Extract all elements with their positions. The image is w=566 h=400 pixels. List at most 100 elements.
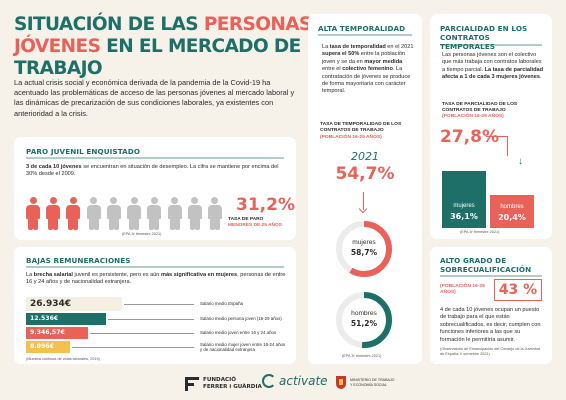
men-value: 20,4% [498,213,526,222]
temp-desc-b: tasa de temporalidad [329,44,386,50]
parc-description: Las personas jóvenes son el colectivo qu… [442,52,546,82]
women-ring-arc [336,221,392,277]
remu-source: (Muestra continua de vidas laborales, 20… [26,357,100,361]
ferrer-guardia-logo: FUNDACIÓ FERRER i GUÀRDIA [185,377,262,391]
title-part2: en el mercado de trabajo [14,36,301,79]
sobrecualificacion-card: Alto grado de sobrecualificación (POBLAC… [430,247,552,364]
women-bar: mujeres 36,1% [442,171,486,228]
leader-line [90,333,194,334]
temp-desc-g: entre el [322,66,343,73]
title-accent: personas jóvenes [14,14,312,57]
sobre-value: 43 % [494,279,542,301]
paro-source: (EPA 3r trimestre 2021) [122,232,162,236]
men-bar: hombres 20,4% [490,195,534,228]
person-icon [26,197,40,231]
paro-desc-rest: se encuentran en situación de desempleo.… [26,164,279,178]
sobre-source: (Observatorio de Emancipación del Consej… [440,347,541,356]
men-label: hombres [351,310,377,317]
remu-heading: Bajas remuneraciones [26,256,131,265]
temp-desc-d: supera el 50% [322,51,360,58]
divider [318,34,412,36]
parc-source: (EPA 3r trimestre 2021) [460,230,500,234]
parc-heading: Parcialidad en los contratos temporales [440,24,528,51]
activate-logo: activate [262,374,328,388]
paro-description: 3 de cada 10 jóvenes se encuentran en si… [26,164,284,179]
temp-desc-e: entre la población joven y se da en [322,51,406,65]
salary-bar-women-foreign: 8.096€ [26,341,70,353]
spain-shield-icon [336,376,346,389]
paro-desc-bold: 3 de cada 10 jóvenes [26,164,82,170]
temp-desc-h: colectivo femenino [342,66,393,73]
person-icon [66,197,81,231]
men-ring-chart [336,292,392,348]
temp-value: 54,7% [335,164,395,184]
intro-text: La actual crisis social y económica deri… [14,78,295,118]
sobre-description: 4 de cada 10 jóvenes ocupan un puesto de… [440,307,541,343]
temp-age-range: (POBLACIÓN 16-29 AÑOS) [320,135,382,140]
women-ring-chart [336,221,392,277]
person-icon [187,197,202,231]
person-icon [127,197,142,231]
salary-bar-spain: 26.934€ [26,297,122,311]
person-icon [167,197,182,231]
remu-desc-e: , personas de entre 16 y 24 años y de na… [26,272,286,286]
ff-line1: FUNDACIÓ [203,377,236,384]
temporalidad-card: Alta temporalidad La tasa de temporalida… [308,14,422,364]
arrow-down-icon [363,192,364,210]
person-icon [46,197,61,231]
paro-heading: Paro juvenil enquistado [26,147,141,156]
temp-desc-i: . La contratación de jóvenes se produce … [322,66,411,95]
temp-heading: Alta temporalidad [318,24,406,33]
person-icon [106,197,121,231]
leader-line [108,319,194,320]
parc-desc-a: Las personas jóvenes son el colectivo qu… [442,52,542,73]
parc-desc-b: La tasa de parcialidad afecta a 1 de cad… [442,66,544,81]
men-ring-arc [336,292,392,348]
temp-desc-f: mayor medida [364,58,403,65]
men-label: hombres [500,204,524,210]
remu-desc-d: más significativa en mujeres [160,272,238,278]
women-label: mujeres [453,203,475,209]
temp-year: 2021 [351,150,379,163]
leader-line [72,347,194,348]
divider [440,44,542,46]
temp-desc-a: La [322,44,330,50]
ferrer-guardia-mark-icon [185,377,199,391]
temp-source: (EPA 3r trimestre 2021) [342,354,382,358]
sobre-heading: Alto grado de sobrecualificación [440,256,532,274]
temp-subheading: TASA DE TEMPORALIDAD DE LOS CONTRATOS DE… [320,122,402,134]
salary-label-youth: Salario medio persona joven (16-29 años) [200,316,282,321]
person-icon [207,197,222,231]
temp-description: La tasa de temporalidad en el 2021 super… [322,44,414,96]
salary-label-16-24: Salario medio joven entre 16 y 24 años [200,330,277,335]
parc-age-range: (POBLACIÓN 16-29 AÑOS) [442,114,504,119]
leader-line [124,304,194,305]
remu-desc-c: juvenil es persistente, pero es aún [72,272,161,278]
remuneraciones-card: Bajas remuneraciones La brecha salarial … [14,247,296,364]
temp-desc-c: en el 2021 [385,44,414,50]
people-pictogram [26,197,222,237]
callout-frame [486,136,508,156]
salary-label-spain: Salario medio España [200,301,243,306]
paro-card: Paro juvenil enquistado 3 de cada 10 jóv… [14,137,296,240]
paro-label: TASA DE PARO [228,217,264,222]
paro-value: 31,2% [236,195,295,215]
sobre-age-range: (POBLACIÓN 16-29 AÑOS) [440,284,485,296]
footer: FUNDACIÓ FERRER i GUÀRDIA activate MINIS… [0,368,566,400]
parc-value: 27,8% [440,127,499,147]
title-part1: Situación de las [14,14,204,35]
ff-line2: FERRER i GUÀRDIA [203,384,262,390]
government-logo: MINISTERIO DE TRABAJO Y ECONOMÍA SOCIAL [336,376,396,389]
person-icon [147,197,162,231]
salary-bar-16-24: 9.346,57€ [26,327,88,339]
page-title: Situación de las personas jóvenes en el … [14,14,314,80]
parc-subheading: TASA DE PARCIALIDAD DE LOS CONTRATOS DE … [442,102,518,114]
salary-bar-youth: 12.536€ [26,313,106,325]
men-value: 51,2% [350,319,378,328]
activate-wordmark: activate [279,374,328,388]
paro-age-label: MENORES DE 25 AÑOS [228,223,282,228]
gov-ministry-text: MINISTERIO DE TRABAJO Y ECONOMÍA SOCIAL [350,378,395,387]
women-label: mujeres [352,239,376,246]
remu-desc-a: La [26,272,34,278]
women-value: 58,7% [350,248,378,257]
